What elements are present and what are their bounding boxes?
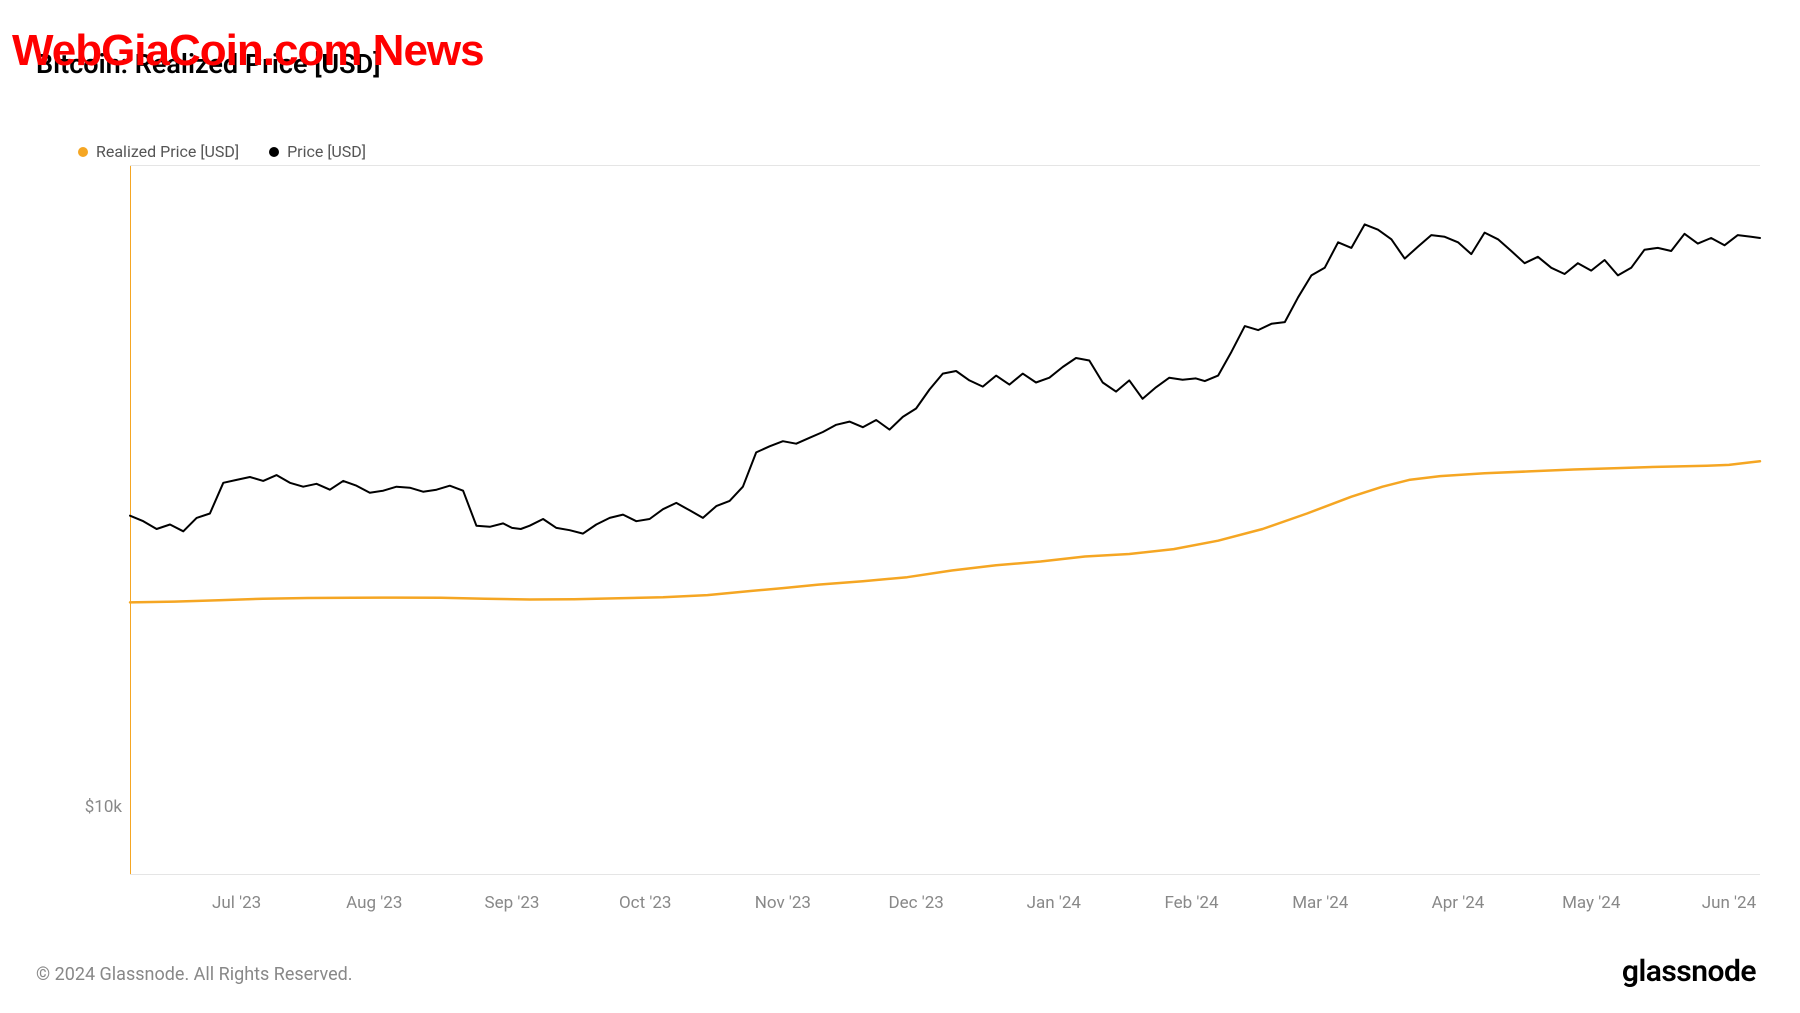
x-tick-label: Aug '23 xyxy=(346,893,402,913)
x-tick-label: Jul '23 xyxy=(212,893,261,913)
legend-dot-realized xyxy=(78,147,88,157)
copyright-text: © 2024 Glassnode. All Rights Reserved. xyxy=(36,964,353,985)
line-price xyxy=(130,224,1760,533)
legend-dot-price xyxy=(269,147,279,157)
x-tick-label: Mar '24 xyxy=(1292,893,1348,913)
x-tick-label: Apr '24 xyxy=(1432,893,1485,913)
legend-label-price: Price [USD] xyxy=(287,142,366,161)
x-tick-label: Dec '23 xyxy=(888,893,943,913)
x-tick-label: Feb '24 xyxy=(1164,893,1218,913)
legend-item-price: Price [USD] xyxy=(269,142,366,161)
x-tick-label: May '24 xyxy=(1562,893,1620,913)
x-tick-label: Sep '23 xyxy=(484,893,539,913)
legend: Realized Price [USD] Price [USD] xyxy=(78,142,366,161)
y-tick-label: $10k xyxy=(62,797,122,817)
legend-label-realized: Realized Price [USD] xyxy=(96,142,239,161)
chart-svg xyxy=(130,165,1760,875)
watermark-text: WebGiaCoin.com News xyxy=(12,26,484,76)
x-tick-label: Oct '23 xyxy=(619,893,671,913)
legend-item-realized: Realized Price [USD] xyxy=(78,142,239,161)
x-tick-label: Jan '24 xyxy=(1027,893,1081,913)
x-tick-label: Nov '23 xyxy=(755,893,811,913)
x-tick-label: Jun '24 xyxy=(1702,893,1756,913)
brand-logo-text: glassnode xyxy=(1622,954,1756,989)
line-realized-price xyxy=(130,461,1760,602)
